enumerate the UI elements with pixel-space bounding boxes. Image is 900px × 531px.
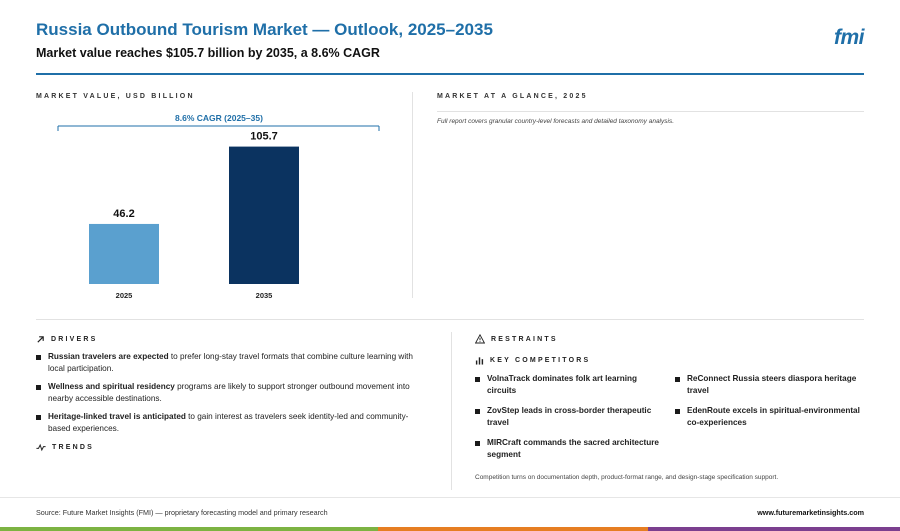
competitor-text: VolnaTrack dominates folk art learning c…	[487, 374, 637, 395]
bullet-square-icon	[475, 408, 480, 414]
competitor-text: ZovStep leads in cross-border therapeuti…	[487, 406, 652, 427]
competitor-text: MIRCraft commands the sacred architectur…	[487, 438, 659, 459]
tick-label-2035: 2035	[256, 291, 273, 300]
cagr-bracket	[57, 125, 380, 131]
bullet-square-icon	[36, 354, 41, 360]
page-title: Russia Outbound Tourism Market — Outlook…	[36, 20, 493, 39]
warning-triangle-icon	[475, 334, 485, 344]
competitor-item: EdenRoute excels in spiritual-environmen…	[675, 405, 865, 429]
driver-text: to prefer long-stay travel formats that …	[48, 352, 413, 373]
drivers-list: Russian travelers are expected to prefer…	[36, 351, 421, 441]
website-link[interactable]: www.futuremarketinsights.com	[757, 508, 864, 517]
driver-bold: Heritage-linked travel is anticipated	[48, 412, 186, 421]
footer-rule	[0, 497, 900, 498]
restraints-heading: RESTRAINTS	[475, 334, 558, 344]
bar-2025	[89, 223, 159, 284]
trends-heading: TRENDS	[36, 443, 94, 452]
bar-chart-icon	[475, 357, 484, 365]
bullet-square-icon	[36, 384, 41, 390]
driver-item: Heritage-linked travel is anticipated to…	[36, 411, 421, 435]
bullet-square-icon	[475, 376, 480, 382]
competitor-item: MIRCraft commands the sacred architectur…	[475, 437, 665, 461]
arrow-up-right-icon	[37, 336, 44, 343]
drivers-label: DRIVERS	[51, 336, 98, 343]
competitor-item: ReConnect Russia steers diaspora heritag…	[675, 373, 865, 397]
competition-note: Competition turns on documentation depth…	[475, 474, 779, 481]
driver-text: to gain interest as travelers seek ident…	[48, 412, 409, 433]
section-divider	[36, 319, 864, 320]
competitors-label: KEY COMPETITORS	[490, 357, 591, 364]
bar-2035	[229, 146, 299, 284]
header-rule	[36, 73, 864, 75]
top-divider	[412, 92, 413, 298]
data-label-2025: 46.2	[113, 208, 134, 220]
bullet-square-icon	[675, 408, 680, 414]
bullet-square-icon	[475, 440, 480, 446]
data-label-2035: 105.7	[250, 131, 278, 143]
glance-section-label: MARKET AT A GLANCE, 2025	[437, 93, 588, 100]
restraints-label: RESTRAINTS	[491, 335, 558, 343]
cagr-annotation: 8.6% CAGR (2025–35)	[175, 113, 263, 123]
bullet-square-icon	[36, 414, 41, 420]
page-subtitle: Market value reaches $105.7 billion by 2…	[36, 46, 380, 60]
fmi-logo[interactable]: fmi	[834, 26, 865, 49]
driver-bold: Russian travelers are expected	[48, 352, 169, 361]
brand-strip-purple	[648, 527, 900, 531]
drivers-heading: DRIVERS	[36, 335, 98, 344]
brand-strip-orange	[378, 527, 648, 531]
source-text: Source: Future Market Insights (FMI) — p…	[36, 508, 328, 517]
trend-pulse-icon	[36, 443, 46, 452]
competitors-heading: KEY COMPETITORS	[475, 356, 590, 365]
brand-strip-green	[0, 527, 378, 531]
glance-rule	[437, 111, 864, 112]
competitor-text: EdenRoute excels in spiritual-environmen…	[687, 406, 860, 427]
bullet-square-icon	[675, 376, 680, 382]
driver-item: Russian travelers are expected to prefer…	[36, 351, 421, 375]
competitor-text: ReConnect Russia steers diaspora heritag…	[687, 374, 857, 395]
driver-bold: Wellness and spiritual residency	[48, 382, 175, 391]
driver-text: programs are likely to support stronger …	[48, 382, 410, 403]
tick-label-2025: 2025	[116, 291, 133, 300]
chart-section-label: MARKET VALUE, USD BILLION	[36, 93, 195, 100]
competitor-item: VolnaTrack dominates folk art learning c…	[475, 373, 665, 397]
competitor-item: ZovStep leads in cross-border therapeuti…	[475, 405, 670, 429]
bar-chart: 8.6% CAGR (2025–35) 46.2 2025 105.7 2035	[57, 113, 380, 300]
glance-note: Full report covers granular country-leve…	[437, 118, 675, 125]
driver-item: Wellness and spiritual residency program…	[36, 381, 421, 405]
bottom-divider	[451, 332, 452, 490]
trends-label: TRENDS	[52, 444, 94, 451]
